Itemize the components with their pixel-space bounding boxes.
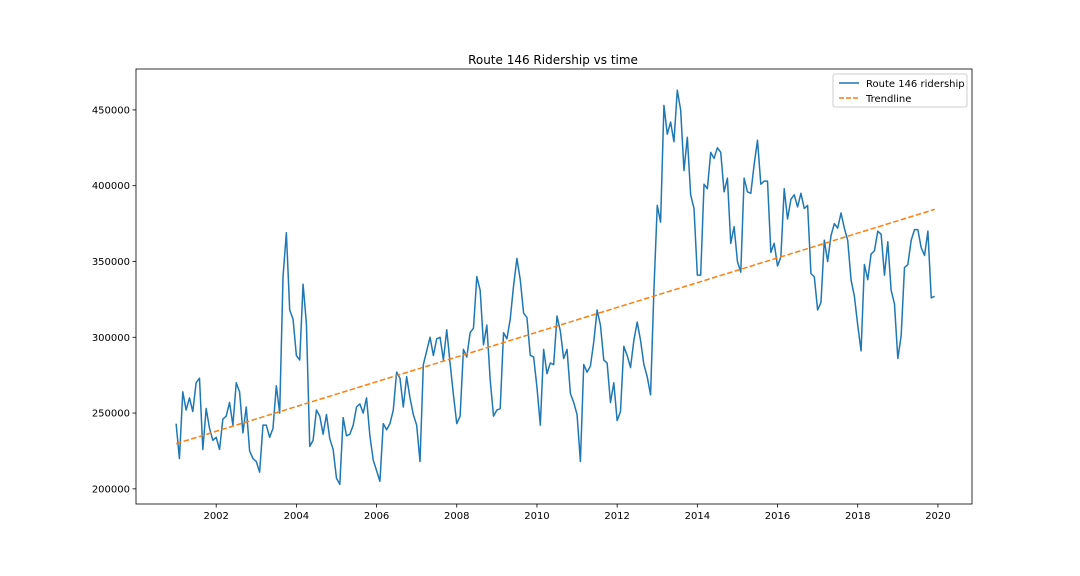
y-tick-label: 350000 <box>92 257 130 268</box>
legend-label-trendline: Trendline <box>865 94 911 105</box>
x-tick-label: 2018 <box>845 511 870 522</box>
x-tick-label: 2010 <box>524 511 549 522</box>
x-tick-label: 2002 <box>203 511 228 522</box>
x-tick-label: 2020 <box>925 511 950 522</box>
x-tick-label: 2008 <box>444 511 469 522</box>
y-tick-label: 450000 <box>92 105 130 116</box>
x-tick-label: 2004 <box>284 511 309 522</box>
y-tick-label: 300000 <box>92 333 130 344</box>
y-tick-label: 400000 <box>92 181 130 192</box>
series-line-ridership <box>176 90 934 484</box>
y-tick-label: 250000 <box>92 409 130 420</box>
axes: 2002 2004 2006 2008 2010 2012 2014 2016 2018 2020… <box>92 69 972 522</box>
x-tick-label: 2014 <box>685 511 710 522</box>
chart-title: Route 146 Ridership vs time <box>468 53 638 67</box>
x-tick-label: 2016 <box>765 511 790 522</box>
series-line-trendline <box>176 209 935 443</box>
legend-label-ridership: Route 146 ridership <box>866 79 965 90</box>
legend: Route 146 ridership Trendline <box>833 74 967 107</box>
y-tick-label: 200000 <box>92 484 130 495</box>
x-tick-label: 2012 <box>604 511 629 522</box>
plot-area <box>176 90 935 484</box>
x-tick-label: 2006 <box>364 511 389 522</box>
